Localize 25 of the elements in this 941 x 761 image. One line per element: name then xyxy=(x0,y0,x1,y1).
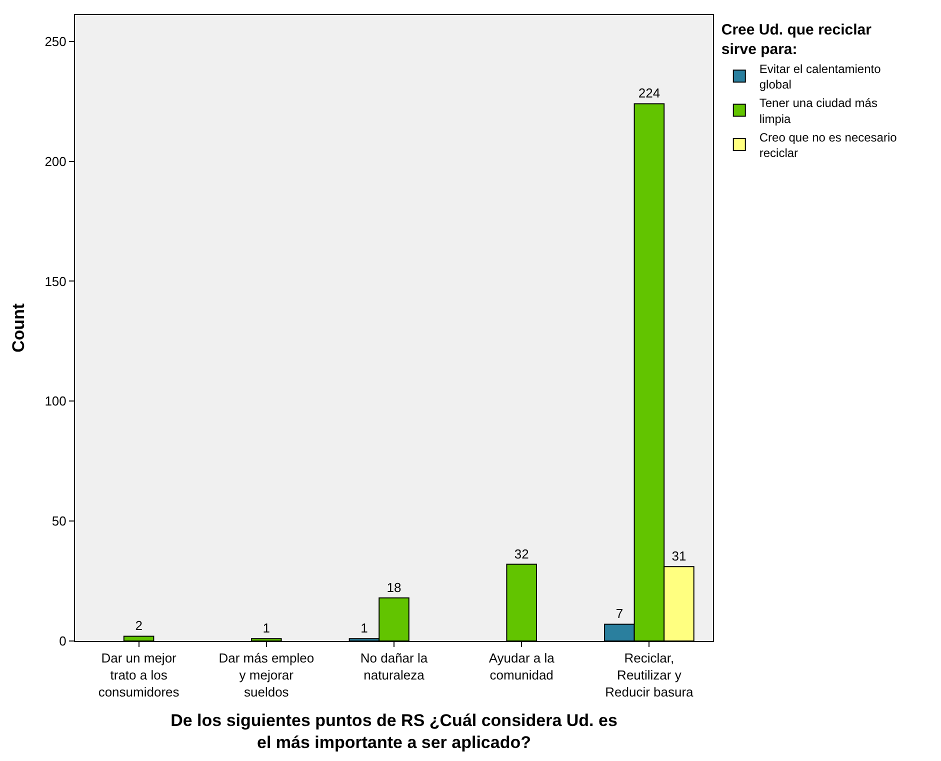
data-label: 1 xyxy=(262,620,270,636)
x-tick-label: Reciclar, Reutilizar y Reducir basura xyxy=(605,650,694,700)
data-label: 7 xyxy=(616,606,624,622)
y-tick-label: 100 xyxy=(44,394,66,409)
data-label: 31 xyxy=(672,548,686,564)
legend-title: Cree Ud. que reciclar sirve para: xyxy=(721,22,872,58)
data-label: 1 xyxy=(360,620,368,636)
y-axis-title: Count xyxy=(9,303,28,353)
y-tick-label: 0 xyxy=(59,634,66,649)
data-label: 2 xyxy=(135,618,142,634)
data-label: 32 xyxy=(514,546,529,562)
data-label: 224 xyxy=(638,86,660,101)
y-tick-label: 200 xyxy=(44,154,66,169)
data-label: 18 xyxy=(386,580,402,595)
x-tick-label: Ayudar a la comunidad xyxy=(488,650,556,682)
y-tick-label: 150 xyxy=(44,274,66,289)
legend-label: Evitar el calentamiento global xyxy=(759,62,882,92)
x-tick-label: Dar un mejor trato a los consumidores xyxy=(98,650,180,700)
legend-label: Creo que no es necesario reciclar xyxy=(759,130,898,160)
legend-label: Tener una ciudad más limpia xyxy=(759,96,878,126)
x-tick-label: No dañar la naturaleza xyxy=(360,650,428,682)
y-tick-label: 250 xyxy=(44,34,66,49)
x-tick-label: Dar más empleo y mejorar sueldos xyxy=(218,650,314,700)
x-axis-title: De los siguientes puntos de RS ¿Cuál considera Ud. es el más importante a ser aplicado? xyxy=(170,710,618,752)
y-tick-label: 50 xyxy=(52,514,66,529)
